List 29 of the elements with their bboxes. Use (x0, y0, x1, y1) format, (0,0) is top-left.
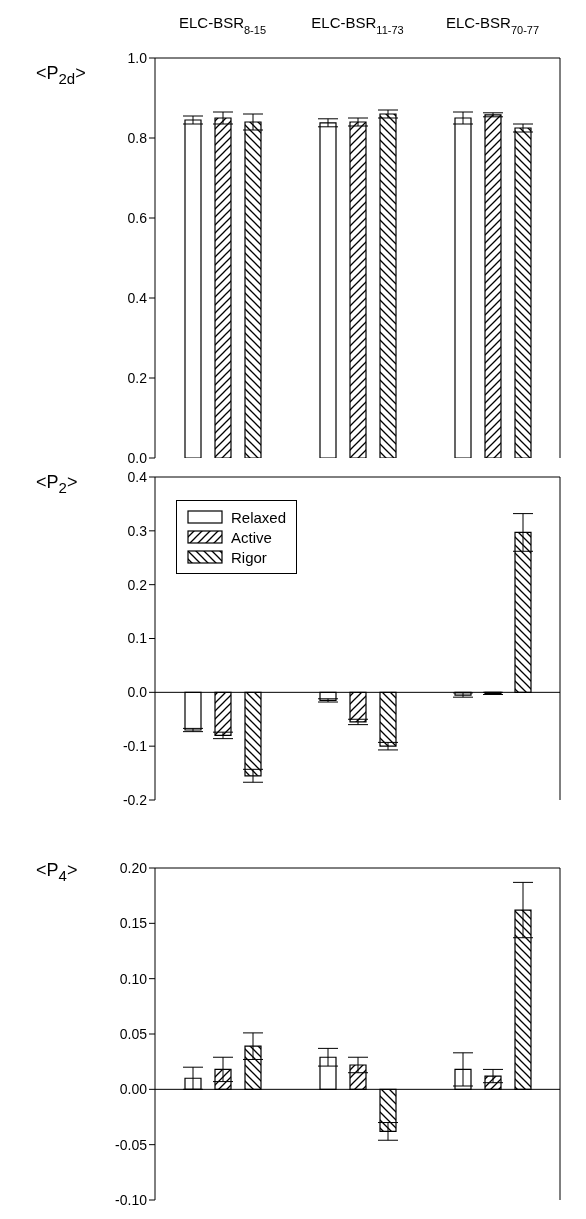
y-tick-label: 0.4 (127, 468, 148, 485)
y-tick-label: 0.1 (127, 630, 148, 647)
x-tick-label: ELC-BSR$_{70-77}$ (445, 14, 540, 36)
y-tick-label: 0.15 (119, 915, 148, 932)
y-axis-title: <P$_{2}$> (36, 472, 78, 496)
legend-label: Relaxed (231, 508, 287, 526)
y-tick-label: 0.2 (127, 576, 148, 593)
y-tick-label: 0.05 (119, 1025, 148, 1042)
y-tick-label: 0.4 (127, 289, 148, 306)
y-axis-title: <P$_{4}$> (36, 860, 78, 884)
y-axis-title: <P$_{2d}$> (36, 63, 86, 87)
y-tick-label: 0.2 (127, 369, 148, 386)
y-tick-label: 1.0 (127, 49, 148, 66)
y-tick-label: -0.1 (122, 738, 148, 755)
y-tick-label: 0.20 (119, 859, 148, 876)
y-tick-label: 0.10 (119, 970, 148, 987)
y-tick-label: 0.0 (127, 684, 148, 701)
x-tick-label: ELC-BSR$_{8-15}$ (178, 14, 267, 36)
y-tick-label: 0.3 (127, 522, 148, 539)
y-tick-label: 0.00 (119, 1081, 148, 1098)
y-tick-label: 0.8 (127, 129, 148, 146)
y-tick-label: -0.2 (122, 791, 148, 808)
y-tick-label: -0.05 (115, 1136, 148, 1153)
y-tick-label: 0.6 (127, 209, 148, 226)
legend-label: Active (231, 528, 272, 546)
x-tick-label: ELC-BSR$_{11-73}$ (311, 14, 404, 36)
legend-label: Rigor (231, 548, 267, 566)
y-tick-label: -0.10 (115, 1191, 148, 1208)
y-tick-label: 0.0 (127, 449, 148, 466)
